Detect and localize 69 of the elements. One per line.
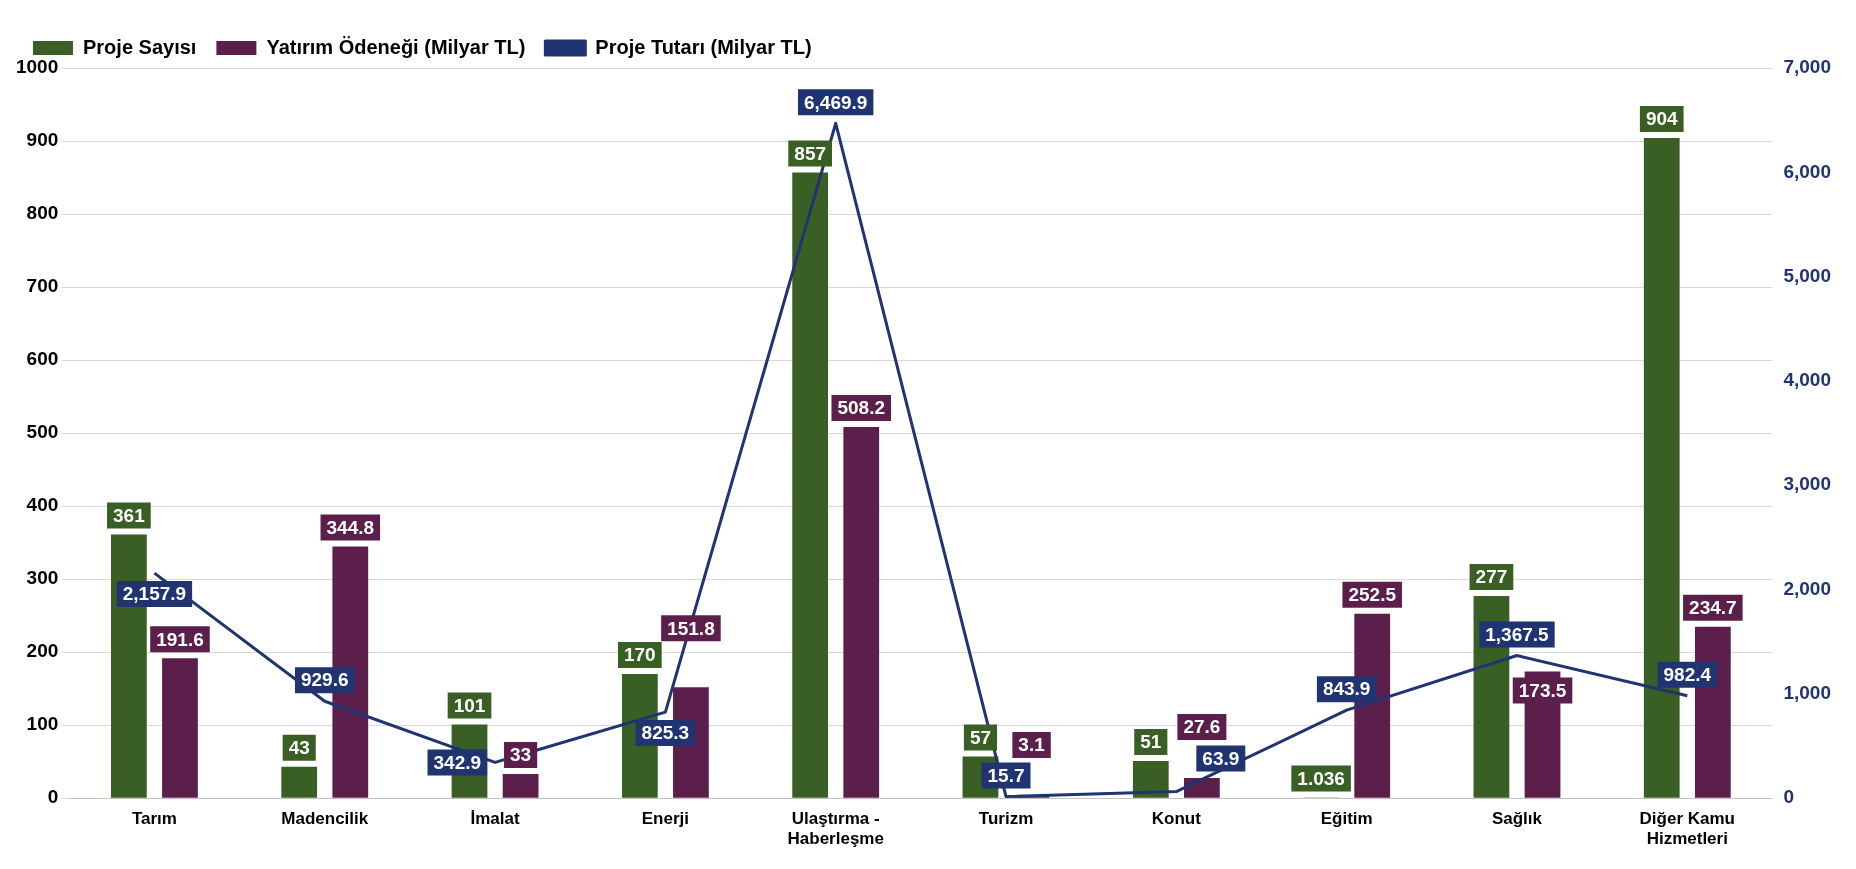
legend-label: Proje Sayısı — [83, 35, 197, 58]
y2-tick-label: 4,000 — [1783, 369, 1831, 391]
data-label: 252.5 — [1348, 584, 1397, 606]
y-tick-label: 1000 — [15, 56, 59, 78]
bar — [162, 658, 198, 798]
data-label: 342.9 — [433, 751, 482, 773]
data-label: 33 — [510, 744, 532, 766]
y-tick-label: 800 — [26, 202, 59, 224]
y-tick-label: 0 — [47, 786, 59, 808]
y-tick-label: 100 — [26, 713, 59, 735]
bar — [502, 774, 539, 798]
x-tick-label: Enerji — [641, 809, 690, 829]
data-label: 2,157.9 — [122, 583, 187, 605]
data-label: 929.6 — [300, 669, 349, 691]
data-label: 234.7 — [1689, 597, 1737, 619]
x-tick-label: Eğitim — [1320, 809, 1373, 829]
data-label: 277 — [1475, 566, 1508, 588]
data-label: 904 — [1645, 108, 1679, 130]
data-label: 508.2 — [837, 397, 886, 419]
data-label: 191.6 — [156, 628, 204, 650]
data-label: 15.7 — [987, 764, 1025, 786]
bar — [1184, 778, 1220, 798]
x-tick-label: Sağlık — [1491, 809, 1543, 829]
bar — [281, 766, 318, 798]
y2-tick-label: 1,000 — [1783, 682, 1831, 704]
y2-tick-label: 0 — [1783, 786, 1795, 808]
y2-tick-label: 5,000 — [1783, 264, 1831, 286]
x-tick-label: Ulaştırma - Haberleşme — [787, 809, 884, 849]
data-label: 43 — [288, 737, 310, 759]
y-tick-label: 700 — [26, 275, 59, 297]
x-tick-label: İmalat — [470, 809, 520, 829]
data-label: 982.4 — [1663, 663, 1712, 685]
legend-label: Yatırım Ödeneği (Milyar TL) — [266, 35, 526, 58]
data-label: 3.1 — [1018, 734, 1046, 756]
x-tick-label: Konut — [1151, 809, 1202, 829]
y2-tick-label: 7,000 — [1783, 56, 1831, 78]
data-label: 361 — [113, 504, 146, 526]
bar — [1132, 760, 1169, 798]
data-label: 151.8 — [667, 617, 715, 639]
data-label: 6,469.9 — [804, 91, 868, 113]
y-tick-label: 200 — [26, 640, 59, 662]
data-label: 1,367.5 — [1485, 623, 1550, 645]
y-tick-label: 400 — [26, 494, 59, 516]
x-tick-label: Madencilik — [281, 809, 369, 829]
x-tick-label: Turizm — [978, 809, 1034, 829]
data-label: 173.5 — [1518, 679, 1567, 701]
data-label: 1.036 — [1297, 767, 1345, 789]
bar — [792, 172, 829, 798]
y-tick-label: 600 — [26, 348, 59, 370]
y-tick-label: 500 — [26, 421, 59, 443]
data-label: 857 — [794, 142, 827, 164]
y-tick-label: 900 — [26, 129, 59, 151]
data-label: 170 — [623, 644, 656, 666]
x-tick-label: Tarım — [131, 809, 177, 829]
x-tick-label: Diğer Kamu Hizmetleri — [1639, 809, 1736, 849]
y2-tick-label: 3,000 — [1783, 473, 1831, 495]
data-label: 825.3 — [641, 722, 690, 744]
data-label: 344.8 — [326, 516, 375, 538]
data-label: 101 — [453, 694, 486, 716]
y2-tick-label: 6,000 — [1783, 160, 1831, 182]
legend-label: Proje Tutarı (Milyar TL) — [595, 35, 812, 58]
bar — [843, 427, 880, 798]
y-tick-label: 300 — [26, 567, 59, 589]
data-label: 51 — [1140, 731, 1162, 753]
y2-tick-label: 2,000 — [1783, 577, 1831, 599]
data-label: 27.6 — [1183, 716, 1221, 738]
data-label: 63.9 — [1202, 747, 1240, 769]
data-label: 57 — [969, 726, 992, 748]
data-label: 843.9 — [1322, 678, 1371, 700]
